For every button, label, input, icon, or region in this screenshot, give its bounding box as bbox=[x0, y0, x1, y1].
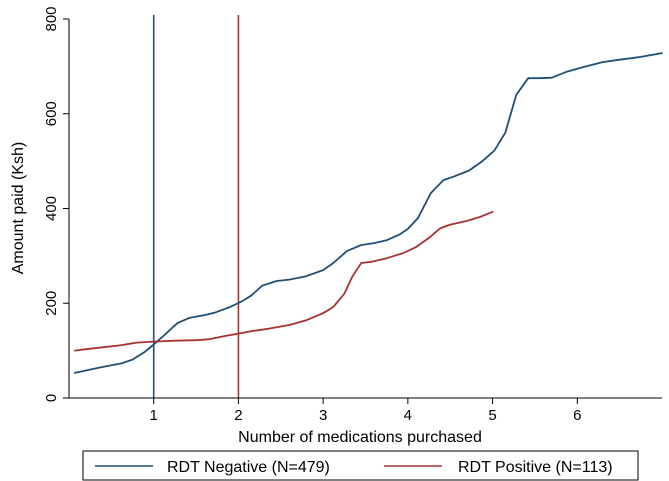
legend-label-rdt-negative: RDT Negative (N=479) bbox=[167, 459, 330, 476]
series-line-rdt-positive bbox=[74, 210, 494, 352]
x-axis-title: Number of medications purchased bbox=[238, 429, 482, 446]
y-axis: 0 200 400 600 800 bbox=[43, 6, 70, 402]
x-tick-label: 2 bbox=[234, 407, 242, 424]
x-tick-label: 3 bbox=[319, 407, 327, 424]
x-tick-label: 5 bbox=[488, 407, 496, 424]
y-axis-title: Amount paid (Ksh) bbox=[10, 142, 27, 275]
x-tick-label: 6 bbox=[573, 407, 581, 424]
y-tick-label: 600 bbox=[43, 101, 60, 126]
x-tick-label: 1 bbox=[150, 407, 158, 424]
legend-box bbox=[82, 450, 639, 481]
x-tick-label: 4 bbox=[404, 407, 412, 424]
x-axis: 1 2 3 4 5 6 bbox=[69, 397, 662, 424]
y-tick-label: 200 bbox=[43, 291, 60, 316]
legend: RDT Negative (N=479) RDT Positive (N=113… bbox=[82, 450, 639, 481]
y-tick-label: 400 bbox=[43, 196, 60, 221]
y-tick-label: 0 bbox=[43, 394, 60, 402]
plot-area bbox=[74, 15, 663, 398]
legend-label-rdt-positive: RDT Positive (N=113) bbox=[458, 459, 613, 476]
series-line-rdt-negative bbox=[74, 52, 663, 374]
y-tick-label: 800 bbox=[43, 6, 60, 31]
